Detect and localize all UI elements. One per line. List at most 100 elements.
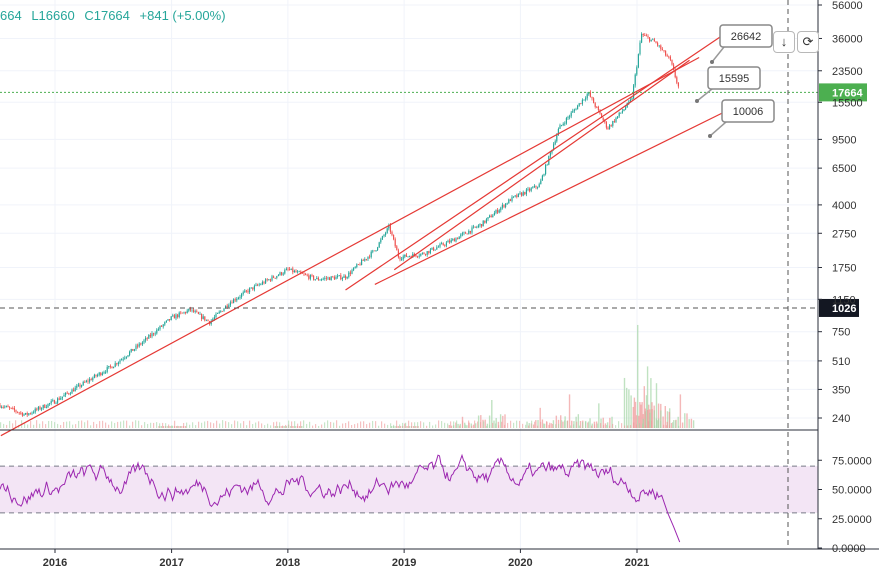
volume-bar (198, 421, 200, 428)
volume-bar (66, 421, 68, 428)
rsi-tick-label: 75.0000 (832, 455, 872, 467)
callout-label: 15595 (719, 73, 750, 85)
download-arrow-icon[interactable]: ↓ (773, 31, 795, 53)
candle-body (589, 92, 591, 97)
volume-bar (555, 415, 558, 428)
volume-bar (45, 424, 47, 428)
candle-body (289, 269, 291, 270)
candle-body (285, 268, 287, 271)
callout-anchor (708, 134, 712, 138)
volume-bar (539, 407, 541, 428)
candle-body (1, 406, 3, 408)
candle-body (569, 116, 571, 118)
volume-bar (543, 423, 545, 428)
candle-body (25, 413, 27, 415)
volume-bar (455, 422, 457, 428)
volume-bar (598, 403, 600, 428)
candle-body (201, 313, 203, 319)
candle-body (191, 309, 193, 311)
volume-bar (246, 425, 248, 428)
candle-body (172, 315, 174, 317)
candle-body (159, 325, 161, 330)
volume-bar (654, 425, 656, 428)
candle-body (103, 372, 105, 374)
volume-bar (649, 412, 651, 428)
candle-body (527, 188, 529, 190)
callouts[interactable]: 26642 15595 10006 (695, 24, 775, 138)
candle-body (9, 407, 11, 408)
callout-box (707, 66, 761, 90)
volume-bar (618, 421, 620, 428)
volume-bar (457, 423, 459, 428)
time-tick-label: 2016 (43, 557, 67, 569)
candle-body (485, 219, 487, 223)
candle-body (137, 345, 139, 347)
volume-bar (237, 421, 239, 428)
volume-bar (450, 421, 452, 428)
candle-body (495, 209, 497, 213)
volume-bar (399, 424, 401, 428)
candle-body (437, 246, 439, 248)
volume-bar (657, 403, 660, 428)
candle-body (551, 150, 553, 153)
volume-bar (51, 420, 53, 428)
volume-bar (417, 422, 419, 428)
candle-body (89, 379, 91, 382)
volume-bar (396, 420, 398, 428)
volume-bar (339, 425, 341, 428)
volume-bar (504, 424, 506, 428)
volume-bar (541, 419, 544, 428)
volume-bar (507, 422, 509, 428)
candle-body (612, 121, 614, 126)
candle-body (33, 412, 35, 414)
candle-body (517, 193, 519, 197)
volume-bar (27, 424, 29, 428)
volume-bar (611, 416, 613, 428)
candle-body (413, 253, 415, 256)
candle-body (39, 406, 41, 410)
volume-bar (411, 422, 413, 428)
volume-bar (81, 420, 83, 428)
volume-bar (301, 426, 303, 428)
candle-body (591, 96, 593, 99)
candle-body (418, 255, 420, 257)
volume-bar (312, 425, 314, 428)
candle-body (181, 312, 183, 314)
candle-body (405, 254, 407, 257)
time-tick-label: 2020 (508, 557, 532, 569)
candle-body (233, 299, 235, 304)
price-tick-label: 23500 (832, 66, 863, 78)
candle-body (492, 215, 494, 218)
candle-body (474, 226, 476, 228)
callout-anchor (710, 60, 714, 64)
candle-body (399, 257, 401, 260)
candle-body (207, 319, 209, 322)
candle-body (281, 272, 283, 275)
candle-body (573, 109, 575, 111)
candle-body (409, 256, 411, 258)
volume-bar (459, 425, 461, 428)
candle-body (378, 242, 380, 248)
volume-bar (645, 395, 648, 428)
candle-body (44, 404, 46, 408)
candle-body (615, 117, 617, 122)
candle-body (529, 188, 531, 191)
volume-bar (463, 422, 466, 428)
candle-body (263, 282, 265, 284)
trendlines[interactable] (0, 33, 729, 437)
rsi-line (0, 453, 681, 543)
volume-bar (366, 424, 368, 428)
candle-body (177, 314, 179, 318)
volume-bar (24, 423, 26, 428)
candle-body (556, 135, 558, 142)
volume-bar (489, 424, 491, 428)
volume-bar (426, 425, 428, 428)
price-tick-label: 15500 (832, 97, 863, 109)
candle-body (471, 227, 473, 233)
candle-body (602, 117, 604, 121)
callout-label: 26642 (731, 31, 762, 43)
candle-body (93, 374, 95, 378)
volume-bar (126, 420, 128, 428)
refresh-icon[interactable]: ⟳ (797, 31, 819, 53)
